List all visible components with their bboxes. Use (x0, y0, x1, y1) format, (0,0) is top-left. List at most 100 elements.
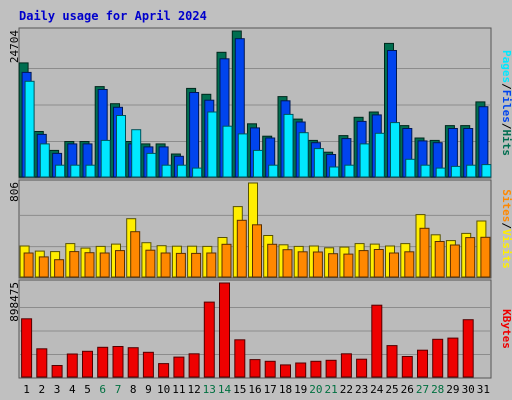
legend-separator: / (500, 83, 512, 90)
bar-pages-day-24 (374, 132, 385, 178)
bar-kbytes-day-22 (340, 353, 352, 378)
bar-pages-day-28 (435, 167, 446, 178)
panel-2: 806 Sites/Visits (8, 179, 512, 279)
bar-sites-day-30 (465, 237, 476, 278)
bar-files-day-12 (189, 92, 200, 178)
x-tick-label-day-17: 17 (264, 383, 277, 396)
legend: Sites/Visits (500, 189, 512, 269)
bar-pages-day-29 (450, 165, 461, 178)
x-tick-label-day-23: 23 (355, 383, 368, 396)
bar-sites-day-5 (84, 252, 95, 278)
bar-kbytes-day-10 (158, 363, 170, 378)
legend-sites: Sites (500, 189, 512, 222)
bar-kbytes-day-3 (51, 365, 63, 378)
bar-kbytes-day-16 (249, 359, 261, 378)
bar-sites-day-17 (267, 243, 278, 278)
bar-pages-day-14 (222, 125, 233, 178)
bar-kbytes-day-8 (127, 347, 139, 378)
bar-kbytes-day-2 (36, 348, 48, 378)
x-axis-labels: 1 2 3 4 5 6 7 8 9 10 11 12 13 14 15 16 17 18 19 20 21 22 23 24 2… (23, 383, 490, 396)
bar-pages-day-3 (55, 164, 66, 178)
x-tick-label-day-6: 6 (99, 383, 106, 396)
bar-kbytes-day-27 (417, 349, 428, 378)
bar-sites-day-22 (343, 253, 354, 278)
legend-files: Files (500, 90, 512, 123)
x-tick-label-day-8: 8 (130, 383, 137, 396)
bar-pages-day-25 (390, 122, 400, 178)
x-tick-label-day-5: 5 (84, 383, 91, 396)
bar-pages-day-12 (192, 167, 203, 178)
bar-pages-day-5 (85, 164, 96, 178)
x-tick-label-day-24: 24 (370, 383, 384, 396)
legend-hits: Hits (500, 130, 512, 157)
bar-sites-day-12 (191, 252, 202, 278)
chart-title: Daily usage for April 2024 (19, 9, 207, 23)
bar-sites-day-2 (38, 256, 49, 278)
legend-visits: Visits (500, 229, 512, 269)
bar-kbytes-day-9 (142, 351, 154, 378)
bar-kbytes-day-6 (97, 346, 109, 378)
bar-pages-day-15 (237, 133, 248, 178)
x-tick-label-day-3: 3 (54, 383, 61, 396)
bar-sites-day-15 (236, 219, 247, 278)
bar-sites-day-24 (373, 249, 384, 278)
bar-sites-day-7 (115, 250, 125, 278)
legend-pages: Pages (500, 50, 512, 83)
legend-separator: / (500, 123, 512, 130)
bar-sites-day-9 (145, 249, 156, 278)
legend-separator: / (500, 222, 512, 229)
bar-sites-day-18 (282, 249, 293, 278)
bar-kbytes-day-14 (219, 282, 230, 378)
bar-sites-day-27 (419, 227, 430, 278)
bar-pages-day-23 (359, 143, 370, 178)
bar-sites-day-6 (99, 252, 110, 278)
bar-sites-day-13 (206, 252, 217, 278)
bar-kbytes-day-1 (21, 318, 33, 378)
x-tick-label-day-31: 31 (477, 383, 490, 396)
x-tick-label-day-7: 7 (115, 383, 122, 396)
x-tick-label-day-4: 4 (69, 383, 76, 396)
bar-pages-day-10 (161, 164, 172, 178)
x-tick-label-day-20: 20 (309, 383, 322, 396)
bar-kbytes-day-7 (112, 346, 124, 378)
x-tick-label-day-1: 1 (23, 383, 30, 396)
x-tick-label-day-22: 22 (340, 383, 353, 396)
bar-pages-day-4 (70, 164, 81, 178)
x-tick-label-day-30: 30 (462, 383, 475, 396)
bar-kbytes-day-15 (234, 339, 246, 378)
bar-pages-day-21 (329, 166, 340, 178)
x-tick-label-day-2: 2 (38, 383, 45, 396)
y-max-label: 24704 (8, 30, 21, 63)
bar-kbytes-day-18 (280, 364, 291, 378)
bar-kbytes-day-11 (173, 356, 185, 378)
bar-kbytes-day-25 (386, 345, 398, 378)
bar-sites-day-1 (23, 252, 34, 278)
bar-sites-day-4 (69, 251, 80, 278)
bar-kbytes-day-29 (447, 337, 459, 378)
bar-pages-day-31 (481, 164, 492, 178)
bar-pages-day-9 (146, 152, 157, 178)
bar-sites-day-16 (252, 224, 262, 278)
x-tick-label-day-14: 14 (218, 383, 232, 396)
bar-pages-day-27 (420, 164, 431, 178)
x-tick-label-day-15: 15 (233, 383, 246, 396)
bar-kbytes-day-26 (401, 356, 413, 378)
bar-pages-day-1 (24, 80, 35, 178)
legend-kbytes: KBytes (500, 309, 512, 349)
x-tick-label-day-11: 11 (172, 383, 185, 396)
bar-pages-day-6 (100, 139, 111, 178)
bar-sites-day-10 (160, 252, 171, 278)
bar-sites-day-11 (175, 252, 186, 278)
bar-pages-day-16 (253, 149, 263, 178)
x-tick-label-day-29: 29 (446, 383, 459, 396)
bar-pages-day-20 (313, 148, 324, 178)
x-tick-label-day-25: 25 (385, 383, 398, 396)
x-tick-label-day-26: 26 (401, 383, 414, 396)
legend: Pages/Files/Hits (500, 50, 512, 156)
bar-pages-day-22 (344, 164, 355, 178)
bar-sites-day-29 (449, 244, 460, 278)
x-tick-label-day-27: 27 (416, 383, 429, 396)
